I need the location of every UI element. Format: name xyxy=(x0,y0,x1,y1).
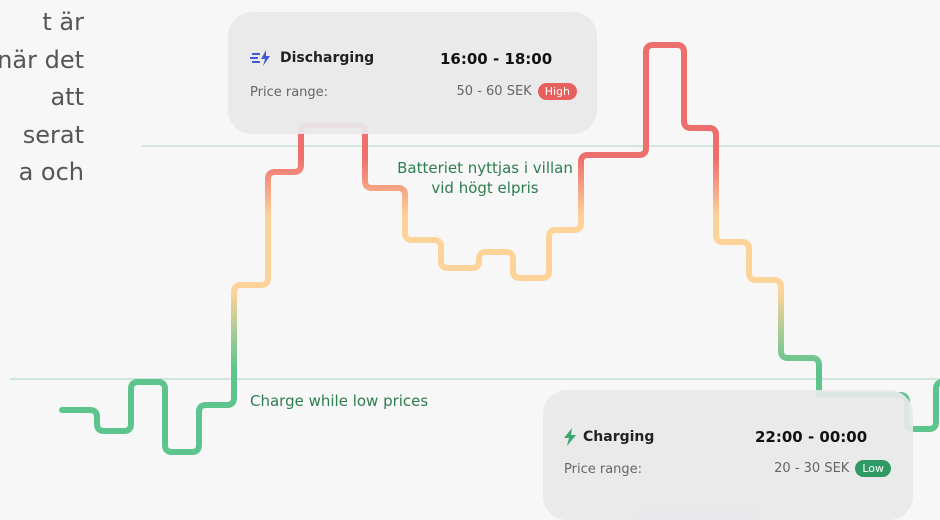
charging-card: Charging 22:00 - 00:00 Price range: 20 -… xyxy=(543,390,913,520)
discharge-icon xyxy=(250,50,270,66)
page: {"intro": {"lines": ["t är", "när det", … xyxy=(0,4,940,520)
high-pill: High xyxy=(537,83,577,100)
low-note: Charge while low prices xyxy=(250,392,429,410)
charging-price-label: Price range: xyxy=(564,462,643,477)
charging-time: 22:00 - 00:00 xyxy=(755,428,868,446)
discharging-price: 50 - 60 SEK High xyxy=(457,83,577,100)
intro-line: t är xyxy=(42,8,84,36)
discharging-card: Discharging 16:00 - 18:00 Price range: 5… xyxy=(228,12,597,134)
intro-line: a och xyxy=(18,158,84,186)
charge-icon xyxy=(564,428,576,446)
intro-line: serat xyxy=(22,120,84,149)
intro-line: när det xyxy=(0,45,84,74)
charging-label: Charging xyxy=(583,429,655,445)
high-note-line: Batteriet nyttjas i villan xyxy=(397,159,573,177)
discharging-time: 16:00 - 18:00 xyxy=(440,50,553,68)
charging-price: 20 - 30 SEK Low xyxy=(774,460,891,477)
intro-text: t är när det att serat a och xyxy=(0,4,84,192)
charging-header: Charging xyxy=(563,428,654,446)
discharging-price-value: 50 - 60 SEK xyxy=(456,84,532,99)
discharging-price-label: Price range: xyxy=(250,85,329,100)
step-line xyxy=(59,42,940,455)
discharging-header: Discharging xyxy=(250,50,374,66)
discharging-label: Discharging xyxy=(280,50,375,66)
high-note-line: vid högt elpris xyxy=(431,179,539,197)
high-note: Batteriet nyttjas i villan vid högt elpr… xyxy=(380,158,590,198)
low-pill: Low xyxy=(855,460,891,477)
charging-price-value: 20 - 30 SEK xyxy=(774,461,850,476)
price-curve xyxy=(10,42,940,455)
intro-line: att xyxy=(50,83,84,111)
